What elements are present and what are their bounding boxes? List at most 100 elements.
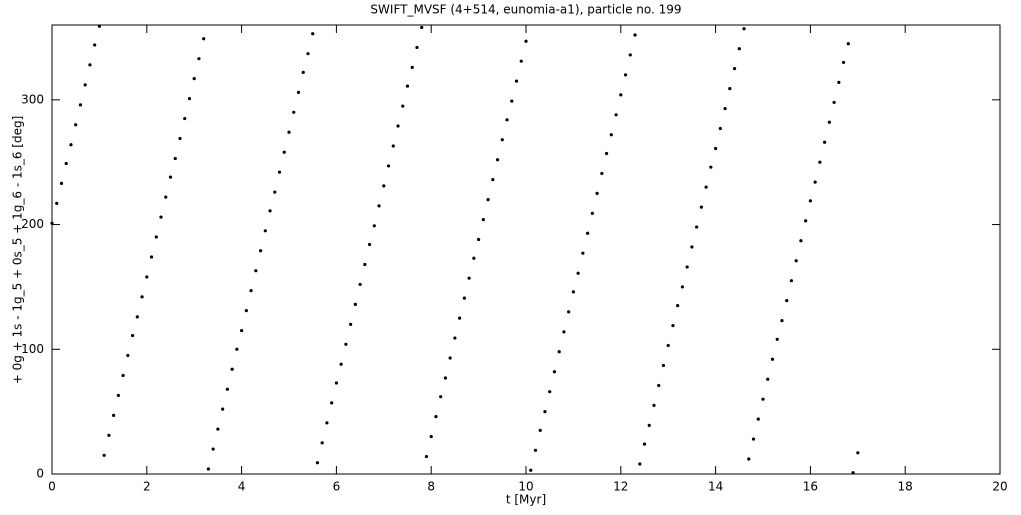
x-tick-label: 8 [427, 480, 435, 494]
data-point [292, 110, 296, 114]
data-point [841, 60, 846, 65]
data-point [775, 337, 779, 341]
data-point [434, 415, 438, 419]
data-point [652, 403, 656, 408]
data-point [714, 146, 718, 151]
data-point [78, 103, 83, 107]
data-point [614, 113, 618, 117]
data-point [235, 347, 239, 351]
data-point [647, 423, 651, 427]
data-point [552, 370, 557, 374]
data-point [633, 33, 637, 37]
data-point [804, 219, 808, 223]
data-point [396, 124, 400, 128]
y-tick-label: 100 [21, 342, 44, 356]
data-point [277, 170, 282, 174]
y-axis-label: + 0g + 1s - 1g_5 + 0s_5 + 1g_6 - 1s_6 [d… [11, 116, 25, 385]
data-point [747, 457, 751, 461]
data-point [477, 237, 481, 242]
data-point [126, 353, 130, 358]
data-point [164, 195, 168, 199]
data-point [505, 118, 509, 122]
data-point [794, 259, 798, 263]
data-point [339, 362, 343, 366]
data-point [130, 333, 135, 338]
data-point [145, 275, 149, 279]
data-point [55, 201, 59, 205]
data-point [159, 215, 163, 219]
data-point [372, 224, 376, 228]
data-point [548, 390, 552, 394]
data-point [481, 217, 485, 222]
data-point [623, 73, 628, 77]
data-point [766, 377, 770, 381]
data-point [491, 178, 495, 182]
data-point [756, 417, 760, 421]
y-tick-label: 200 [21, 217, 44, 231]
data-point [742, 27, 746, 31]
data-point [638, 462, 642, 466]
data-point [173, 156, 177, 161]
data-point [64, 161, 68, 166]
data-point [595, 191, 599, 195]
data-point [420, 25, 424, 30]
data-point [709, 165, 713, 169]
data-point [405, 84, 410, 88]
data-point [154, 235, 158, 239]
data-point [306, 52, 310, 56]
data-point [197, 57, 201, 61]
data-point [827, 120, 831, 124]
data-point [244, 309, 248, 313]
data-point [785, 299, 789, 303]
data-point [524, 39, 528, 43]
data-point [363, 262, 367, 267]
data-point [695, 225, 699, 229]
data-point [225, 387, 229, 391]
data-point [642, 442, 647, 446]
data-point [514, 79, 519, 83]
data-point [401, 104, 405, 108]
data-point [74, 123, 78, 127]
data-point [391, 144, 395, 148]
data-point [221, 407, 225, 411]
data-point [761, 397, 765, 401]
x-tick-label: 0 [48, 480, 56, 494]
data-point [846, 42, 850, 46]
data-point [325, 421, 329, 425]
data-point [240, 328, 244, 333]
data-point [628, 53, 632, 57]
data-point [495, 158, 500, 162]
data-point [823, 140, 827, 144]
data-point [168, 175, 173, 179]
data-point [732, 67, 737, 71]
data-point [837, 80, 841, 84]
data-point [458, 316, 462, 320]
data-point [657, 383, 661, 388]
x-axis-label: t [Myr] [506, 493, 546, 507]
data-point [519, 59, 523, 63]
data-point [718, 126, 722, 131]
data-point [140, 295, 144, 299]
data-point [273, 190, 277, 194]
data-point [529, 468, 533, 472]
data-point [192, 77, 196, 81]
data-point [88, 63, 92, 67]
x-tick-label: 2 [143, 480, 151, 494]
data-point [59, 181, 64, 185]
data-point [510, 99, 514, 103]
data-point [330, 401, 334, 405]
data-point [93, 43, 97, 47]
data-point [462, 296, 466, 300]
x-tick-label: 18 [898, 480, 913, 494]
data-point [780, 318, 784, 323]
data-point [263, 229, 267, 233]
chart-title: SWIFT_MVSF (4+514, eunomia-a1), particle… [370, 3, 681, 17]
data-point [187, 96, 192, 101]
data-point [600, 171, 604, 176]
data-point [83, 83, 87, 87]
data-point [135, 315, 139, 319]
data-point [832, 100, 836, 104]
data-point [315, 461, 320, 465]
